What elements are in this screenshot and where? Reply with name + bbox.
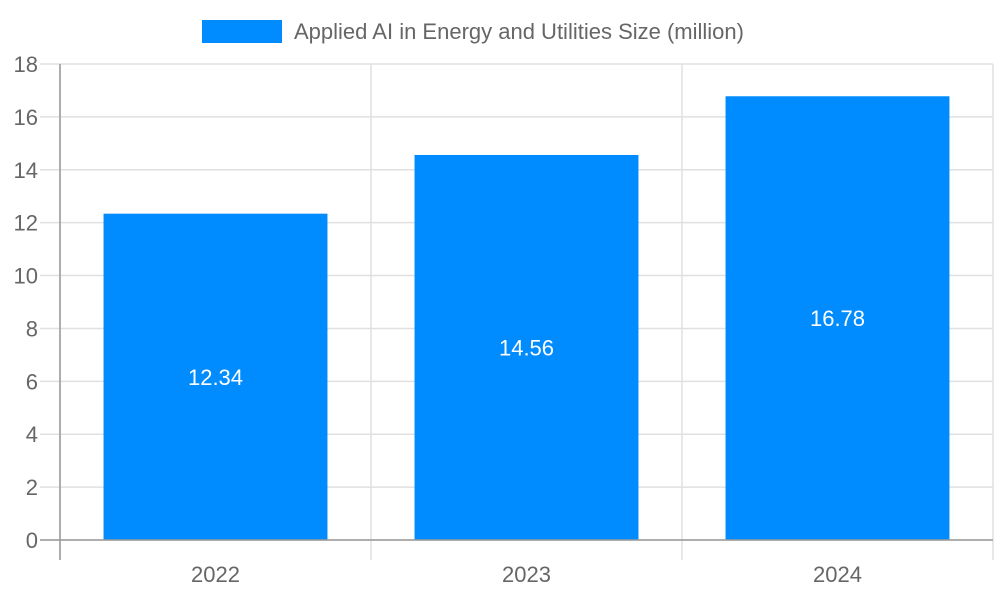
y-tick-label: 16 <box>14 105 38 130</box>
data-label: 16.78 <box>810 306 865 331</box>
y-tick-label: 4 <box>26 422 38 447</box>
bars: 12.34 14.56 16.78 <box>103 96 950 541</box>
axes: 0 2 4 6 8 10 12 14 16 18 2022 2023 2024 <box>14 52 993 587</box>
data-label: 12.34 <box>188 365 243 390</box>
x-tick-label: 2024 <box>813 562 862 587</box>
y-tick-label: 8 <box>26 316 38 341</box>
y-tick-label: 18 <box>14 52 38 77</box>
bar-2023 <box>414 154 639 541</box>
bar-2022 <box>103 213 328 541</box>
y-tick-label: 0 <box>26 528 38 553</box>
y-tick-label: 12 <box>14 211 38 236</box>
bar-2024 <box>725 96 950 541</box>
x-tick-label: 2023 <box>502 562 551 587</box>
legend-swatch <box>202 20 282 43</box>
legend-label: Applied AI in Energy and Utilities Size … <box>294 19 744 44</box>
x-tick-label: 2022 <box>191 562 240 587</box>
y-tick-label: 14 <box>14 158 38 183</box>
y-tick-label: 6 <box>26 369 38 394</box>
y-tick-label: 2 <box>26 475 38 500</box>
legend[interactable]: Applied AI in Energy and Utilities Size … <box>202 19 744 44</box>
y-tick-label: 10 <box>14 264 38 289</box>
data-label: 14.56 <box>499 335 554 360</box>
